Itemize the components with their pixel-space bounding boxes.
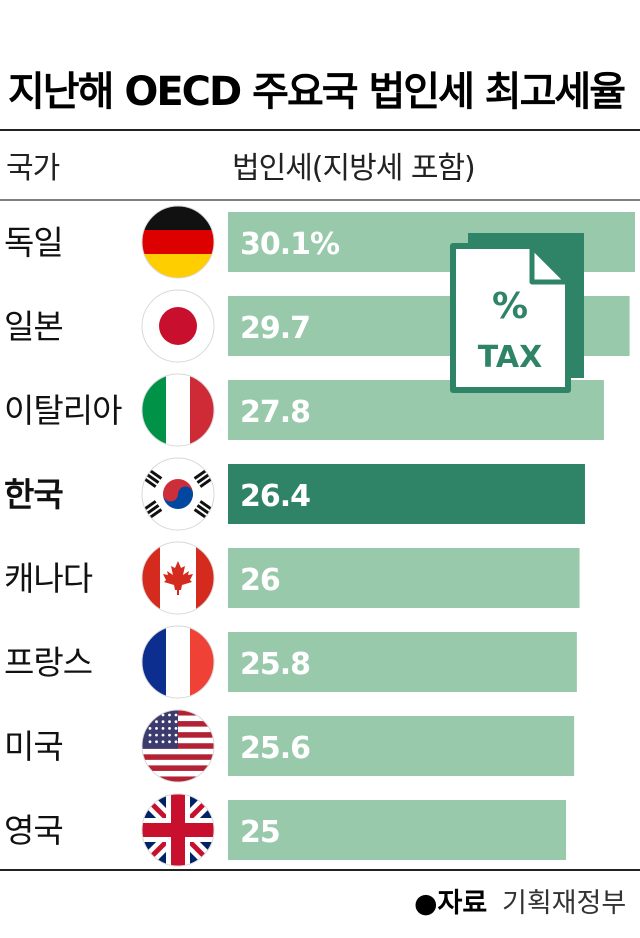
source-value: 기획재정부 (502, 888, 626, 919)
chart-rows: 독일 30.1% 일본 29.7 이탈리아 27.8 한국 26.4 캐나다 26 프랑스 25.8 미… (4, 205, 635, 867)
country-label: 캐나다 (4, 559, 93, 598)
uk-flag-icon (141, 793, 215, 867)
value-label: 26.4 (240, 479, 310, 514)
country-label: 미국 (4, 727, 63, 766)
country-label: 독일 (4, 223, 63, 262)
icon-percent-text: % (492, 286, 528, 327)
source-label: ●자료 (414, 888, 487, 919)
country-label: 한국 (4, 475, 63, 514)
bar (228, 464, 585, 524)
bar (228, 716, 575, 776)
bar-row: 영국 25 (4, 793, 567, 867)
bar-row: 캐나다 26 (4, 541, 580, 615)
canada-flag-icon (141, 541, 215, 615)
chart-title: 지난해 OECD 주요국 법인세 최고세율 (8, 69, 625, 115)
icon-tax-text: TAX (478, 340, 542, 375)
tax-document-icon: % TAX (450, 233, 584, 393)
bar (228, 632, 577, 692)
italy-flag-icon (141, 373, 215, 447)
country-label: 이탈리아 (4, 391, 122, 430)
value-label: 25.6 (240, 731, 310, 766)
usa-flag-icon (141, 709, 215, 783)
korea-flag-icon (141, 457, 215, 531)
japan-flag-icon (141, 289, 215, 363)
value-label: 25.8 (240, 647, 310, 682)
country-label: 영국 (4, 811, 63, 850)
value-label: 30.1% (240, 227, 340, 262)
value-label: 25 (240, 815, 280, 850)
country-label: 프랑스 (4, 643, 92, 682)
value-label: 26 (240, 563, 280, 598)
value-label: 27.8 (240, 395, 310, 430)
rate-header: 법인세(지방세 포함) (232, 151, 475, 186)
france-flag-icon (141, 625, 215, 699)
bar-row: 프랑스 25.8 (4, 625, 577, 699)
bar-row: 미국 25.6 (4, 709, 575, 783)
country-header: 국가 (6, 151, 60, 186)
bar (228, 548, 580, 608)
germany-flag-icon (141, 205, 215, 279)
country-label: 일본 (4, 307, 63, 346)
bar (228, 800, 567, 860)
value-label: 29.7 (240, 311, 310, 346)
bar-row: 한국 26.4 (4, 457, 585, 531)
